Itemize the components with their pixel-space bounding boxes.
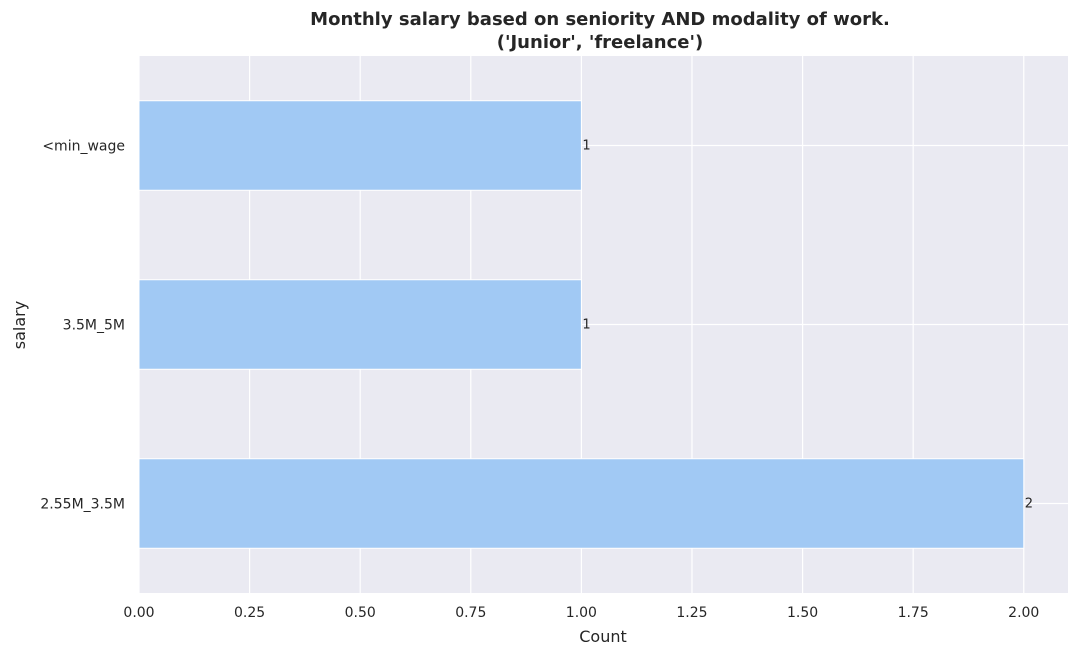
x-tick-label: 1.75 [898,605,929,621]
bar [138,458,1025,549]
x-axis-ticks: 0.00 0.25 0.50 0.75 1.00 1.25 1.50 1.75 2.00 [123,605,1039,621]
x-tick-label: 1.50 [787,605,818,621]
bars [138,100,1025,549]
data-labels: 1 1 2 [582,139,1033,512]
x-tick-label: 2.00 [1008,605,1039,621]
chart-title-line-1: Monthly salary based on seniority AND mo… [310,9,890,30]
y-axis-ticks: <min_wage 3.5M_5M 2.55M_3.5M [40,139,125,513]
bar [138,100,582,191]
bar-value-label: 1 [582,139,590,154]
x-tick-label: 0.50 [345,605,376,621]
chart-title-line-2: ('Junior', 'freelance') [497,32,703,53]
y-axis-label: salary [10,301,29,349]
y-tick-label: 2.55M_3.5M [40,497,125,513]
bar [138,279,582,370]
x-tick-label: 0.00 [123,605,154,621]
x-tick-label: 0.25 [234,605,265,621]
x-tick-label: 1.25 [676,605,707,621]
bar-value-label: 1 [582,318,590,333]
y-tick-label: <min_wage [42,139,125,155]
x-axis-label: Count [579,627,627,646]
x-tick-label: 1.00 [566,605,597,621]
bar-value-label: 2 [1025,497,1033,512]
y-tick-label: 3.5M_5M [63,318,125,334]
x-tick-label: 0.75 [455,605,486,621]
